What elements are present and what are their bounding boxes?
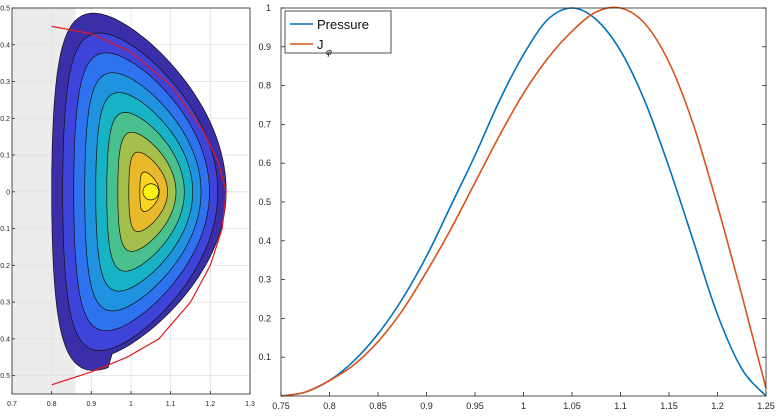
x-tick-label: 0.9 xyxy=(86,401,96,408)
y-tick-label: -0.1 xyxy=(0,226,10,233)
legend: Pressure J φ xyxy=(284,10,392,57)
x-tick-label: 0.75 xyxy=(272,401,290,411)
y-tick-label: 0.7 xyxy=(258,119,271,129)
y-tick-label: -0.3 xyxy=(0,300,10,307)
x-tick-label: 0.8 xyxy=(47,401,57,408)
y-tick-label: -0.4 xyxy=(0,336,10,343)
y-tick-label: 0 xyxy=(6,189,10,196)
y-tick-label: -0.5 xyxy=(0,373,10,380)
series-line-pressure xyxy=(280,7,767,397)
y-tick-label: 0.5 xyxy=(258,197,271,207)
legend-label: J xyxy=(317,37,324,52)
x-tick-label: 1.05 xyxy=(563,401,581,411)
x-tick-label: 1.2 xyxy=(711,401,724,411)
y-tick-label: 0.1 xyxy=(0,153,10,160)
x-tick-label: 0.8 xyxy=(323,401,336,411)
y-tick-label: -0.2 xyxy=(0,263,10,270)
x-tick-label: 0.9 xyxy=(420,401,433,411)
y-tick-label: 0.8 xyxy=(258,81,271,91)
y-tick-label: 0.2 xyxy=(258,313,271,323)
x-tick-label: 1.25 xyxy=(757,401,775,411)
boundary-curve xyxy=(51,25,227,386)
x-tick-label: 1 xyxy=(129,401,133,408)
y-tick-label: 0.9 xyxy=(258,42,271,52)
x-tick-label: 1.1 xyxy=(614,401,627,411)
magnetic-axis-core xyxy=(142,183,160,201)
x-tick-label: 1.3 xyxy=(245,401,255,408)
y-tick-label: 0.2 xyxy=(0,116,10,123)
plot-background xyxy=(281,8,766,396)
y-tick-label: 0.4 xyxy=(0,42,10,49)
x-tick-label: 1.2 xyxy=(205,401,215,408)
x-tick-label: 0.7 xyxy=(7,401,17,408)
x-tick-label: 0.85 xyxy=(369,401,387,411)
profile-line-plot: 0.75 0.8 0.85 0.9 0.95 1 1.05 1.1 1.15 1.2 1.25 0.1… xyxy=(258,3,774,411)
y-tick-label: 1 xyxy=(266,3,271,13)
legend-label-subscript: φ xyxy=(326,47,332,57)
y-tick-label: 0.4 xyxy=(258,236,271,246)
contour-plot: 0.7 0.8 0.9 1 1.1 1.2 1.3 -0.5 -0.4 -0.3 -0.2 -0.1 0… xyxy=(0,6,255,409)
x-tick-label: 1.1 xyxy=(166,401,176,408)
series-line-current-density xyxy=(280,6,767,397)
y-tick-label: 0.6 xyxy=(258,158,271,168)
legend-box xyxy=(284,10,392,54)
x-tick-label: 1 xyxy=(521,401,526,411)
x-tick-label: 1.15 xyxy=(660,401,678,411)
y-tick-label: 0.5 xyxy=(0,6,10,13)
legend-label: Pressure xyxy=(317,17,369,32)
x-tick-label: 0.95 xyxy=(466,401,484,411)
y-tick-label: 0.3 xyxy=(258,275,271,285)
y-tick-label: 0.1 xyxy=(258,352,271,362)
y-tick-label: 0.3 xyxy=(0,79,10,86)
